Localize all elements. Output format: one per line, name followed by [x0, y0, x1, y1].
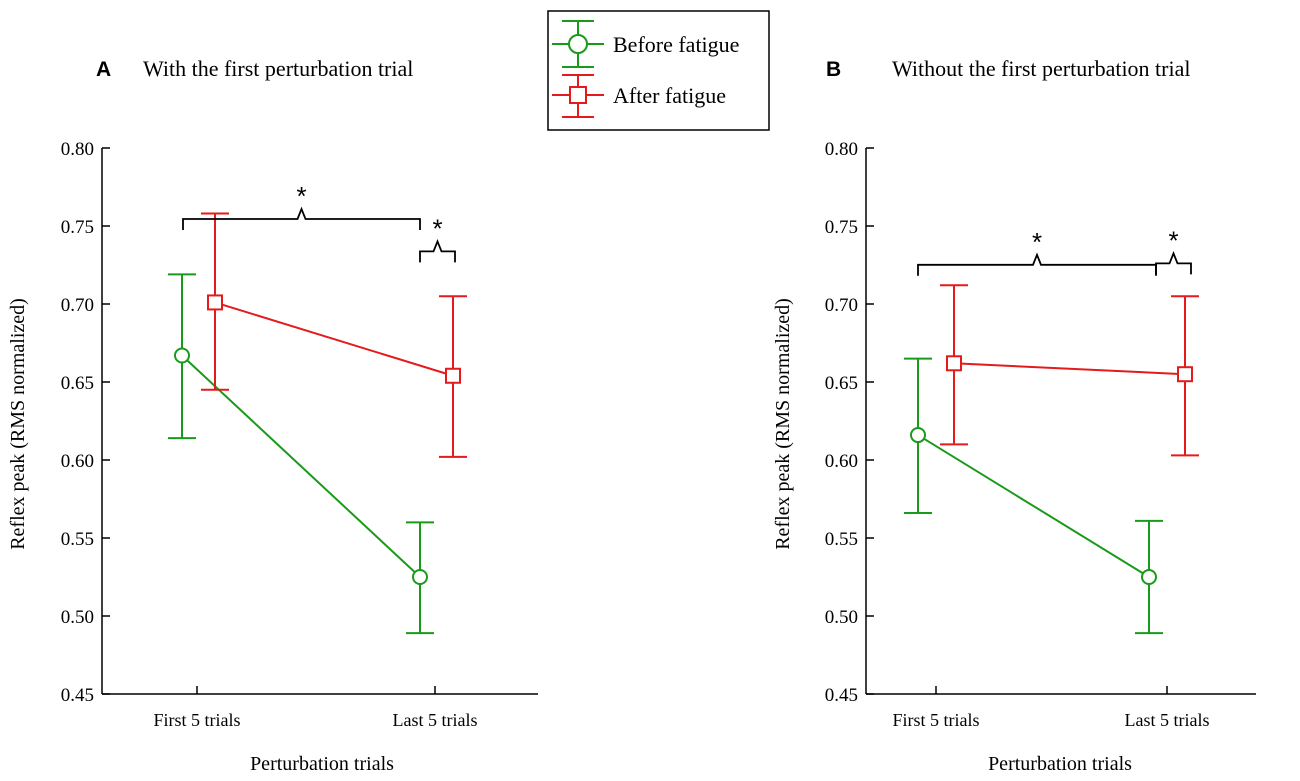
- significance-bracket: [917, 252, 1157, 276]
- data-point-after: [1177, 366, 1193, 383]
- significance-star: *: [1168, 225, 1178, 255]
- data-point-after: [207, 294, 223, 311]
- panel-a-label: A: [96, 58, 111, 81]
- panel-b-ylabel: Reflex peak (RMS normalized): [772, 298, 794, 550]
- data-point-before: [910, 427, 926, 444]
- significance-star: *: [296, 181, 306, 211]
- legend-sample-before: [552, 20, 604, 68]
- panel-b-label: B: [826, 58, 841, 81]
- data-point-before: [1141, 569, 1157, 585]
- panel-b-title: Without the first perturbation trial: [892, 56, 1190, 81]
- y-tick-label: 0.80: [61, 139, 94, 160]
- series-line-after: [953, 362, 1186, 376]
- x-tick-label: Last 5 trials: [393, 710, 478, 730]
- y-tick-label: 0.45: [61, 685, 94, 706]
- y-tick-label: 0.50: [61, 607, 94, 628]
- significance-bracket: [182, 206, 421, 230]
- series-line-before: [181, 354, 421, 578]
- legend-label-after: After fatigue: [613, 83, 726, 108]
- x-tick-label: First 5 trials: [153, 710, 240, 730]
- significance-bracket: [1155, 250, 1192, 275]
- legend-sample-after: [552, 74, 604, 118]
- y-tick-label: 0.75: [61, 217, 94, 238]
- legend-label-before: Before fatigue: [613, 32, 739, 57]
- data-point-before: [174, 347, 190, 364]
- data-point-before: [412, 569, 428, 585]
- x-tick-label: Last 5 trials: [1125, 710, 1210, 730]
- y-tick-label: 0.65: [825, 373, 858, 394]
- y-tick-label: 0.45: [825, 685, 858, 706]
- panel-b-plot: 0.80 0.75 0.70 0.65 0.60 0.55 0.50 0.45 First 5 …: [825, 139, 1256, 730]
- legend: Before fatigue After fatigue: [547, 10, 770, 131]
- panel-a: A With the first perturbation trial Refl…: [7, 56, 538, 775]
- panel-a-plot: 0.80 0.75 0.70 0.65 0.60 0.55 0.50 0.45 First 5 …: [61, 139, 538, 730]
- y-tick-label: 0.75: [825, 217, 858, 238]
- y-tick-label: 0.55: [825, 529, 858, 550]
- y-tick-label: 0.70: [61, 295, 94, 316]
- panel-a-ylabel: Reflex peak (RMS normalized): [7, 298, 29, 550]
- x-tick-label: First 5 trials: [892, 710, 979, 730]
- data-point-after: [445, 367, 461, 384]
- data-point-after: [946, 355, 962, 372]
- panel-b: B Without the first perturbation trial R…: [772, 56, 1256, 775]
- y-tick-label: 0.70: [825, 295, 858, 316]
- y-tick-label: 0.80: [825, 139, 858, 160]
- significance-star: *: [1032, 227, 1042, 257]
- panel-b-xlabel: Perturbation trials: [988, 753, 1132, 775]
- y-tick-label: 0.55: [61, 529, 94, 550]
- y-tick-label: 0.60: [825, 451, 858, 472]
- significance-star: *: [432, 213, 442, 243]
- y-tick-label: 0.65: [61, 373, 94, 394]
- y-tick-label: 0.60: [61, 451, 94, 472]
- series-line-after: [214, 301, 454, 377]
- legend-box: [547, 10, 770, 131]
- panel-a-xlabel: Perturbation trials: [250, 753, 394, 775]
- panel-a-title: With the first perturbation trial: [143, 56, 413, 81]
- y-tick-label: 0.50: [825, 607, 858, 628]
- significance-bracket: [419, 238, 456, 263]
- series-line-before: [917, 434, 1150, 578]
